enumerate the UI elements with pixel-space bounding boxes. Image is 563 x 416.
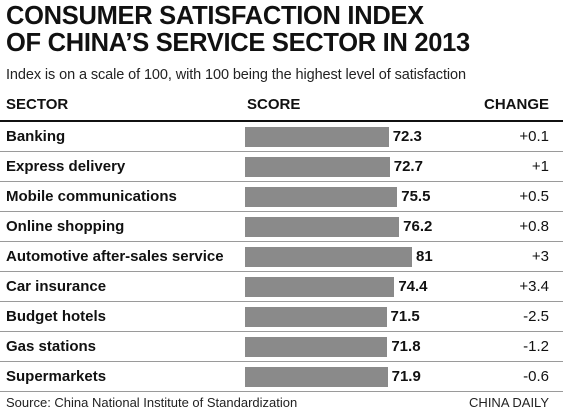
score-bar — [245, 187, 398, 207]
change-value: +1 — [531, 158, 549, 175]
score-value-label: 72.7 — [393, 158, 423, 175]
change-value: +3 — [531, 248, 549, 265]
category-label: Banking — [6, 128, 66, 145]
score-bar — [245, 307, 387, 327]
table-row: Online shopping 76.2 +0.8 — [0, 212, 563, 242]
header-sector: SECTOR — [6, 96, 69, 113]
category-label: Budget hotels — [6, 308, 106, 325]
row-divider — [0, 331, 563, 332]
source-note: Source: China National Institute of Stan… — [6, 395, 298, 410]
row-divider — [0, 241, 563, 242]
score-value-label: 71.8 — [391, 338, 421, 355]
table-row: Mobile communications 75.5 +0.5 — [0, 182, 563, 212]
change-value: +0.1 — [519, 128, 549, 145]
change-value: +0.5 — [519, 188, 549, 205]
change-value: +0.8 — [519, 218, 549, 235]
chart-title: CONSUMER SATISFACTION INDEX OF CHINA’S S… — [6, 3, 558, 57]
row-divider — [0, 301, 563, 302]
table-row: Automotive after-sales service 81 +3 — [0, 242, 563, 272]
score-value-label: 74.4 — [398, 278, 428, 295]
header-change: CHANGE — [483, 96, 549, 113]
score-bar — [245, 127, 389, 147]
change-value: -0.6 — [523, 368, 549, 385]
score-bar — [245, 337, 388, 357]
table-row: Supermarkets 71.9 -0.6 — [0, 362, 563, 392]
table-row: Budget hotels 71.5 -2.5 — [0, 302, 563, 332]
table-row: Express delivery 72.7 +1 — [0, 152, 563, 182]
table-row: Banking 72.3 +0.1 — [0, 122, 563, 152]
table-row: Car insurance 74.4 +3.4 — [0, 272, 563, 302]
chart-title-line-2: OF CHINA’S SERVICE SECTOR IN 2013 — [6, 29, 470, 57]
header-rule — [0, 120, 563, 122]
category-label: Automotive after-sales service — [6, 248, 224, 265]
score-bar — [245, 217, 400, 237]
chart-subtitle: Index is on a scale of 100, with 100 bei… — [6, 67, 466, 83]
row-divider — [0, 211, 563, 212]
score-value-label: 76.2 — [403, 218, 433, 235]
row-divider — [0, 151, 563, 152]
change-value: -1.2 — [523, 338, 549, 355]
category-label: Express delivery — [6, 158, 126, 175]
score-value-label: 71.9 — [391, 368, 421, 385]
header-score: SCORE — [247, 96, 301, 113]
score-bar — [245, 367, 388, 387]
row-divider — [0, 361, 563, 362]
score-value-label: 75.5 — [401, 188, 431, 205]
row-divider — [0, 391, 563, 392]
score-value-label: 72.3 — [392, 128, 422, 145]
chart-title-line-1: CONSUMER SATISFACTION INDEX — [6, 2, 424, 30]
category-label: Mobile communications — [6, 188, 177, 205]
row-divider — [0, 181, 563, 182]
score-bar — [245, 157, 390, 177]
category-label: Supermarkets — [6, 368, 107, 385]
score-bar — [245, 247, 412, 267]
category-label: Online shopping — [6, 218, 125, 235]
row-divider — [0, 271, 563, 272]
table-row: Gas stations 71.8 -1.2 — [0, 332, 563, 362]
credit-note: CHINA DAILY — [469, 395, 549, 410]
change-value: -2.5 — [523, 308, 549, 325]
score-value-label: 71.5 — [390, 308, 420, 325]
category-label: Gas stations — [6, 338, 97, 355]
change-value: +3.4 — [519, 278, 549, 295]
score-bar — [245, 277, 395, 297]
category-label: Car insurance — [6, 278, 107, 295]
score-value-label: 81 — [416, 248, 433, 265]
